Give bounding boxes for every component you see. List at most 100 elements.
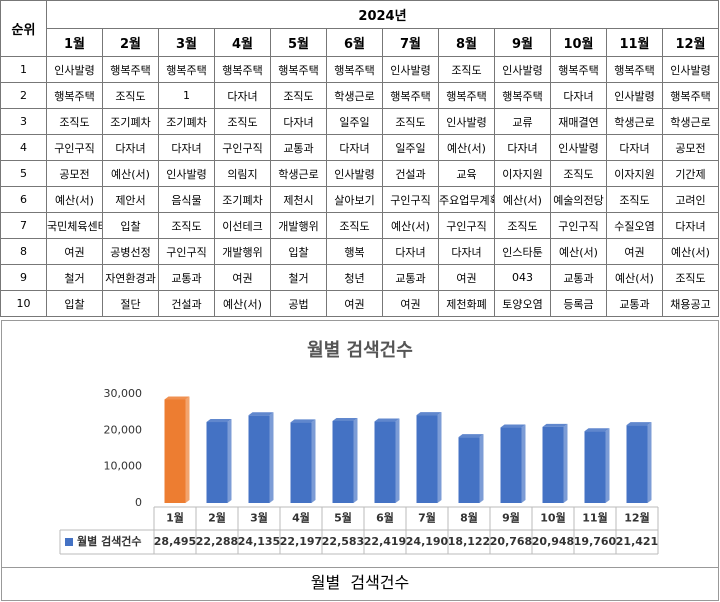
x-tick-label: 9월 [502,511,520,525]
keyword-cell: 등록금 [550,290,607,317]
keyword-cell: 채용공고 [662,290,719,317]
keyword-cell: 제안서 [102,186,159,213]
keyword-cell: 구인구직 [214,134,271,161]
keyword-cell: 조직도 [214,108,271,135]
bar [290,422,312,503]
keyword-cell: 다자녀 [438,238,495,265]
rank-header: 순위 [0,0,47,57]
table-row: 10 입찰 절단 건설과 예산(서) 공법 여권 여권 제천화폐 토양오염 등록금 교통과 채용공고 [0,290,719,317]
keyword-cell: 교육 [438,160,495,187]
keyword-cell: 다자녀 [382,238,439,265]
bar [542,426,564,503]
keyword-cell: 인사발령 [662,56,719,83]
value-label: 22,419 [364,535,406,548]
keyword-cell: 개발행위 [214,238,271,265]
keyword-cell: 인사발령 [606,82,663,109]
rank-cell: 1 [0,56,47,83]
keyword-cell: 행복주택 [662,82,719,109]
keyword-cell: 행복주택 [550,56,607,83]
bar-top [164,396,190,400]
keyword-cell: 음식물 [158,186,215,213]
keyword-cell: 공모전 [662,134,719,161]
bar [584,431,606,503]
bar [164,399,186,503]
keyword-cell: 입찰 [102,212,159,239]
keyword-cell: 인사발령 [382,56,439,83]
bar-side [311,419,316,503]
keyword-cell: 여권 [438,264,495,291]
bar-side [185,396,190,503]
keyword-cell: 학생근로 [270,160,327,187]
keyword-cell: 살아보기 [326,186,383,213]
keyword-cell: 행복주택 [214,56,271,83]
chart-title: 월별 검색건수 [307,340,413,361]
bar-top [416,412,442,416]
bar-top [584,428,610,432]
keyword-cell: 건설과 [382,160,439,187]
bar [374,421,396,503]
keyword-cell: 조기폐차 [158,108,215,135]
bar-side [647,422,652,503]
keyword-cell: 이선테크 [214,212,271,239]
keyword-cell: 청년 [326,264,383,291]
keyword-cell: 교류 [494,108,551,135]
keyword-cell: 고려인 [662,186,719,213]
keyword-cell: 조기폐차 [214,186,271,213]
keyword-cell: 043 [494,264,551,291]
table-row: 7 국민체육센터 입찰 조직도 이선테크 개발행위 조직도 예산(서) 구인구직 조직도 구인구직 수… [0,212,719,239]
keyword-cell: 조직도 [158,212,215,239]
keyword-cell: 교통과 [270,134,327,161]
keyword-cell: 국민체육센터 [46,212,103,239]
keyword-cell: 학생근로 [326,82,383,109]
keyword-cell: 제천화폐 [438,290,495,317]
keyword-cell: 철거 [46,264,103,291]
table-row: 2 행복주택 조직도 1 다자녀 조직도 학생근로 행복주택 행복주택 행복주택 다자녀 인사발령 행복… [0,82,719,109]
keyword-cell: 공병선정 [102,238,159,265]
keyword-cell: 자연환경과 [102,264,159,291]
keyword-cell: 구인구직 [382,186,439,213]
table-row: 5 공모전 예산(서) 인사발령 의림지 학생근로 인사발령 건설과 교육 이자지원 조직도 이자지원… [0,160,719,187]
keyword-cell: 행복주택 [326,56,383,83]
keyword-cell: 다자녀 [606,134,663,161]
bar-side [521,424,526,503]
table-row: 9 철거 자연환경과 교통과 여권 철거 청년 교통과 여권 043 교통과 예산(서) 조직도 [0,264,719,291]
table-row: 4 구인구직 다자녀 다자녀 구인구직 교통과 다자녀 일주일 예산(서) 다자녀 인사발령 다자녀 공… [0,134,719,161]
keyword-cell: 다자녀 [158,134,215,161]
keyword-cell: 다자녀 [102,134,159,161]
value-label: 18,122 [448,535,490,548]
keyword-cell: 공모전 [46,160,103,187]
keyword-cell: 다자녀 [662,212,719,239]
keyword-cell: 조직도 [438,56,495,83]
keyword-cell: 행복주택 [438,82,495,109]
keyword-cell: 예산(서) [494,186,551,213]
keyword-cell: 다자녀 [494,134,551,161]
keyword-cell: 여권 [382,290,439,317]
year-header: 2024년 [46,0,719,29]
keyword-cell: 수질오염 [606,212,663,239]
keyword-cell: 철거 [270,264,327,291]
bar-side [269,412,274,503]
keyword-cell: 입찰 [270,238,327,265]
x-tick-label: 5월 [334,511,352,525]
keyword-cell: 학생근로 [662,108,719,135]
bar-top [206,419,232,423]
keyword-cell: 행복주택 [382,82,439,109]
keyword-cell: 조직도 [102,82,159,109]
table-row: 1월 2월 3월 4월 5월 6월 7월 8월 9월 10월 11월 12월 [1,28,719,57]
keyword-cell: 구인구직 [438,212,495,239]
keyword-cell: 인사발령 [326,160,383,187]
keyword-cell: 인스타툰 [494,238,551,265]
table-row: 6 예산(서) 제안서 음식물 조기폐차 제천시 살아보기 구인구직 주요업무계획 예산(서) 예술… [0,186,719,213]
keyword-cell: 다자녀 [270,108,327,135]
keyword-cell: 구인구직 [46,134,103,161]
keyword-cell: 예산(서) [214,290,271,317]
bar-top [500,424,526,428]
keyword-cell: 조직도 [494,212,551,239]
ranking-table: 순위 2024년 1월 2월 3월 4월 5월 6월 7월 8월 9월 10월 11월 12월 1 인사발령 행… [0,0,719,317]
x-tick-label: 11월 [582,511,607,525]
bar-top [248,412,274,416]
bar [458,437,480,503]
keyword-cell: 절단 [102,290,159,317]
keyword-cell: 이자지원 [494,160,551,187]
month-header: 4월 [214,28,271,57]
